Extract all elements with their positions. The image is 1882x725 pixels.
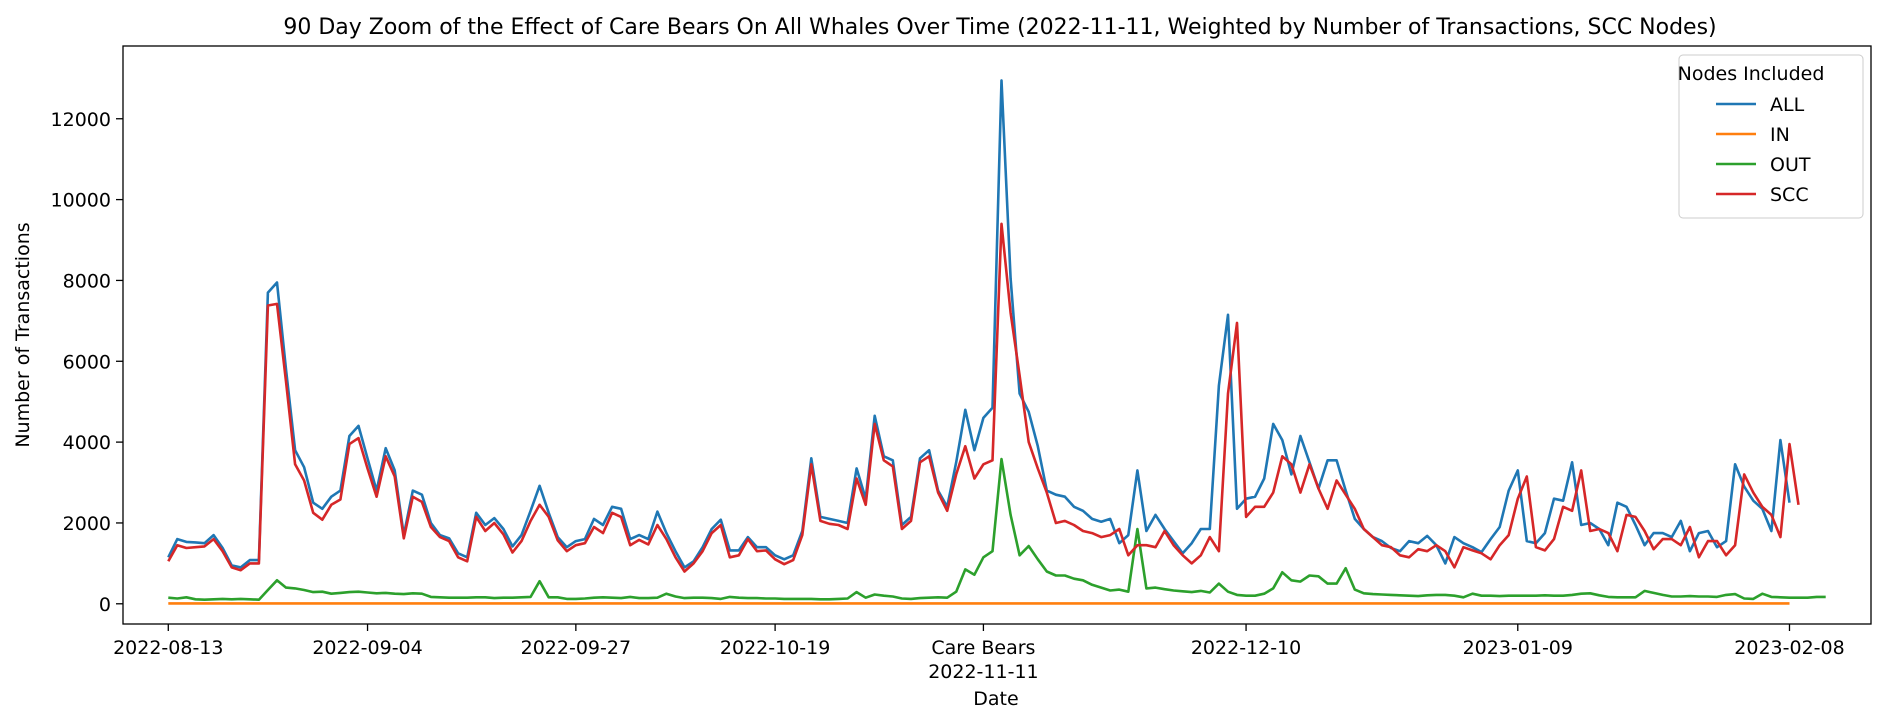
x-tick-label: 2023-01-09	[1463, 637, 1573, 659]
x-tick-label: 2022-09-04	[312, 637, 422, 659]
legend: Nodes Included ALL IN OUT SCC	[1678, 54, 1864, 219]
x-tick-label: 2022-08-13	[113, 637, 223, 659]
plot-area-frame	[122, 45, 1872, 625]
x-tick-label: 2023-02-08	[1734, 637, 1844, 659]
x-tick-label: 2022-09-27	[521, 637, 631, 659]
series-line-out	[168, 457, 1826, 602]
legend-label-scc: SCC	[1770, 184, 1809, 206]
series-layer	[167, 79, 1826, 605]
chart-title: 90 Day Zoom of the Effect of Care Bears …	[283, 15, 1716, 40]
x-axis-label: Date	[973, 688, 1018, 710]
series-line-all	[167, 79, 1791, 569]
y-tick-label: 2000	[63, 513, 111, 535]
legend-title: Nodes Included	[1678, 63, 1825, 85]
x-tick-label: 2022-12-10	[1191, 637, 1301, 659]
y-tick-label: 6000	[63, 351, 111, 373]
x-axis: 2022-08-13 2022-09-04 2022-09-27 2022-10-19…	[113, 624, 1845, 683]
y-tick-label: 8000	[63, 270, 111, 292]
y-tick-label: 0	[99, 594, 111, 616]
legend-label-all: ALL	[1770, 94, 1805, 116]
y-tick-label: 12000	[51, 109, 111, 131]
x-tick-label: Care Bears	[931, 637, 1035, 659]
series-line-scc	[167, 222, 1800, 573]
x-tick-label-secondary: 2022-11-11	[928, 661, 1038, 683]
legend-box	[1678, 54, 1864, 219]
legend-entries: ALL IN OUT SCC	[1716, 94, 1811, 206]
y-axis: 0 2000 4000 6000 8000 10000 12000	[51, 109, 123, 616]
legend-label-in: IN	[1770, 124, 1790, 146]
y-tick-label: 4000	[63, 432, 111, 454]
y-axis-label: Number of Transactions	[12, 222, 34, 447]
x-tick-label: 2022-10-19	[720, 637, 830, 659]
y-tick-label: 10000	[51, 190, 111, 212]
legend-label-out: OUT	[1770, 154, 1811, 176]
